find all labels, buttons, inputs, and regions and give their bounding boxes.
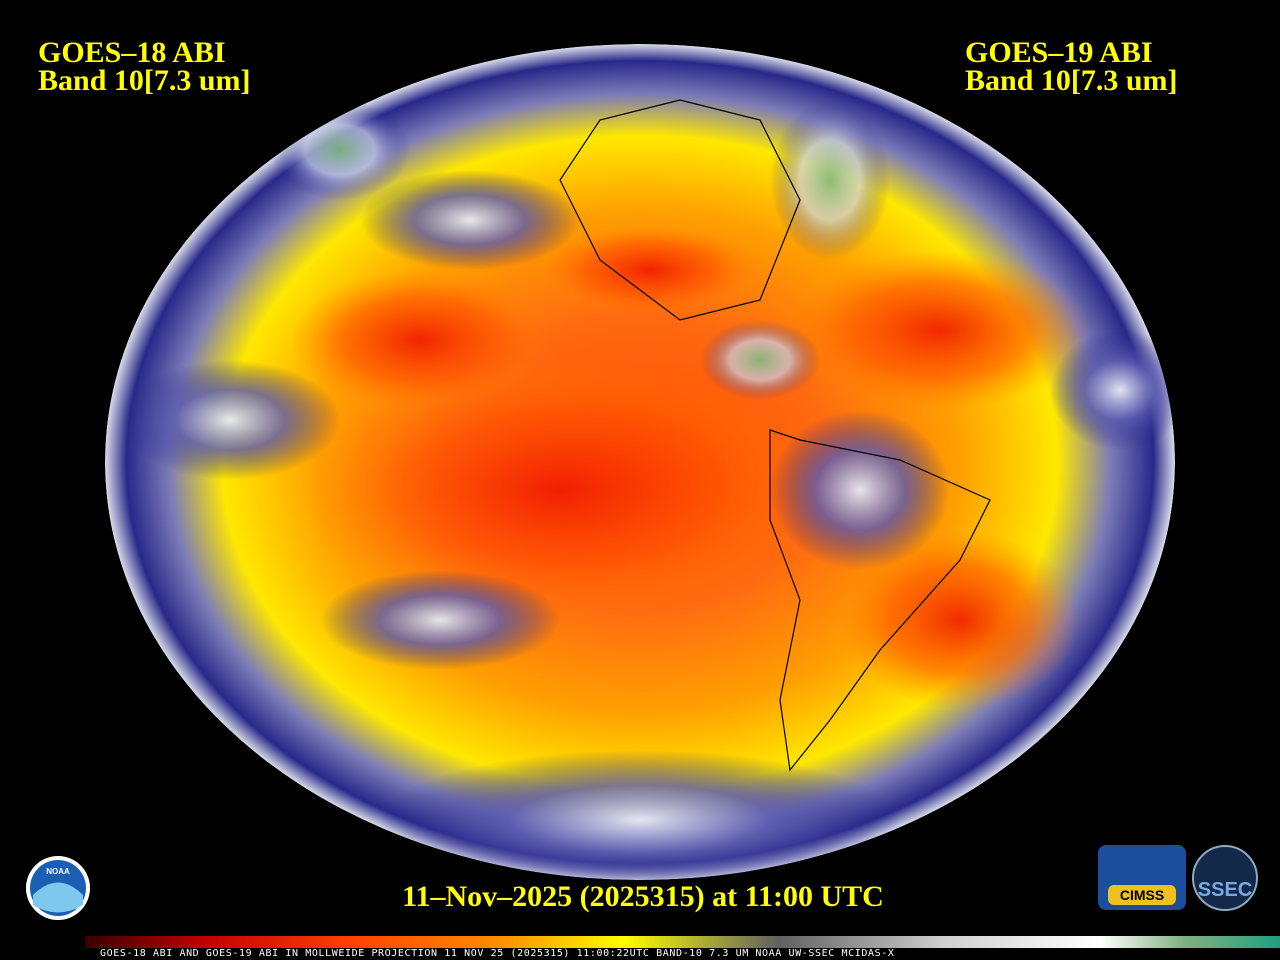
coastline: [769, 429, 991, 772]
cimss-plate: [1108, 885, 1176, 905]
dry-region: [540, 225, 760, 315]
noaa-label: NOAA: [46, 867, 70, 876]
noaa-logo: NOAA: [26, 856, 90, 920]
left-band: Band 10[7.3 um]: [38, 64, 251, 97]
cimss-logo: CIMSS: [1098, 845, 1186, 910]
dry-region: [300, 360, 820, 620]
moist-region: [770, 100, 890, 260]
ssec-logo: SSEC: [1192, 845, 1258, 911]
color-bar: [85, 936, 1280, 948]
cloud-region: [120, 360, 340, 480]
moist-region: [700, 320, 820, 400]
coastline: [559, 99, 801, 321]
noaa-wave: [33, 882, 83, 913]
ssec-disc: [1192, 845, 1258, 911]
dry-region: [840, 530, 1080, 710]
cloud-region: [320, 570, 560, 670]
cloud-region: [360, 170, 580, 270]
cloud-region: [380, 750, 900, 880]
dry-region: [790, 250, 1090, 410]
left-satellite: GOES–18 ABI: [38, 36, 226, 69]
cloud-region: [1050, 330, 1175, 450]
dry-region: [290, 270, 550, 410]
ssec-label: SSEC: [1198, 879, 1252, 901]
globe: [105, 44, 1175, 880]
right-satellite: GOES–19 ABI: [965, 36, 1153, 69]
timestamp: 11–Nov–2025 (2025315) at 11:00 UTC: [402, 880, 884, 913]
cimss-label: CIMSS: [1120, 887, 1164, 903]
right-band: Band 10[7.3 um]: [965, 64, 1178, 97]
cloud-region: [770, 410, 950, 570]
color-bar-caption: GOES-18 ABI AND GOES-19 ABI IN MOLLWEIDE…: [100, 948, 894, 959]
